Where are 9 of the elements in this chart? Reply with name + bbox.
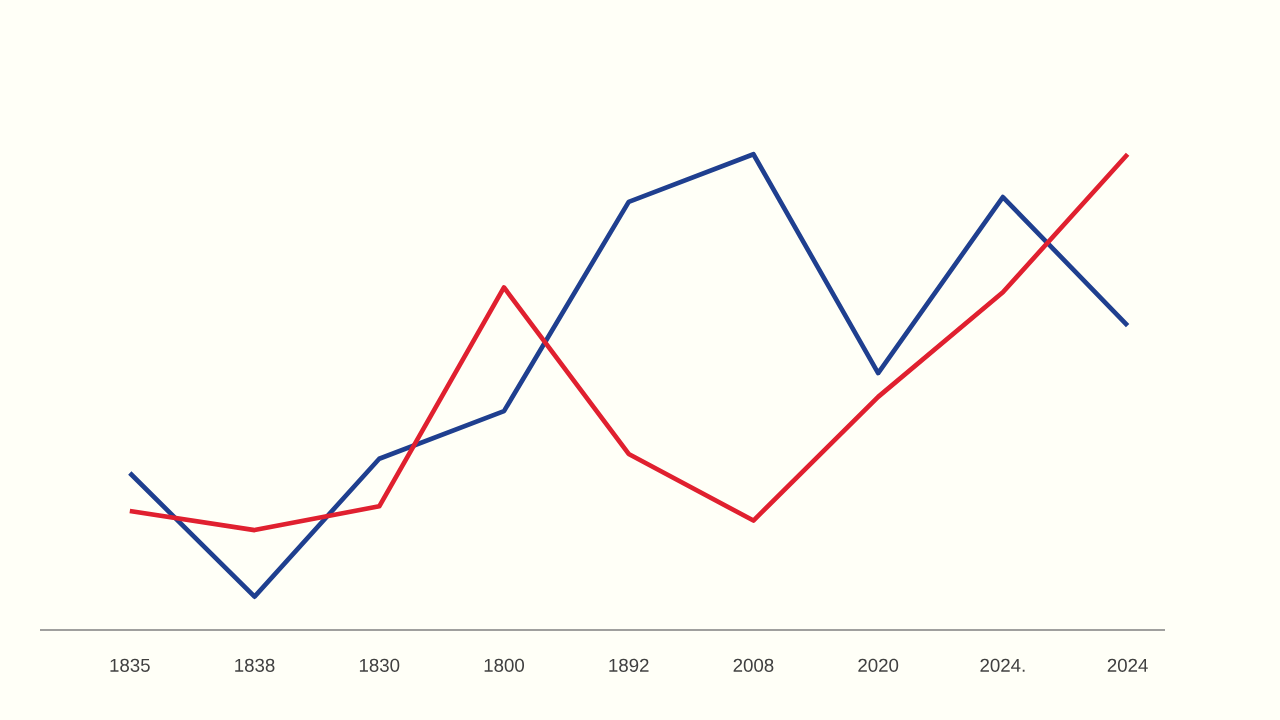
x-tick-label: 2008: [733, 658, 774, 672]
x-tick-label: 1892: [609, 658, 649, 672]
x-tick-label: 2024: [1107, 658, 1148, 672]
x-tick-label: 1835: [110, 658, 150, 672]
x-tick-label: 2024.: [980, 658, 1025, 672]
x-tick-label: 2020: [858, 658, 899, 672]
x-tick-label: 1800: [484, 658, 525, 672]
x-tick-label: 1838: [235, 658, 275, 672]
x-tick-label: 1830: [359, 658, 400, 672]
